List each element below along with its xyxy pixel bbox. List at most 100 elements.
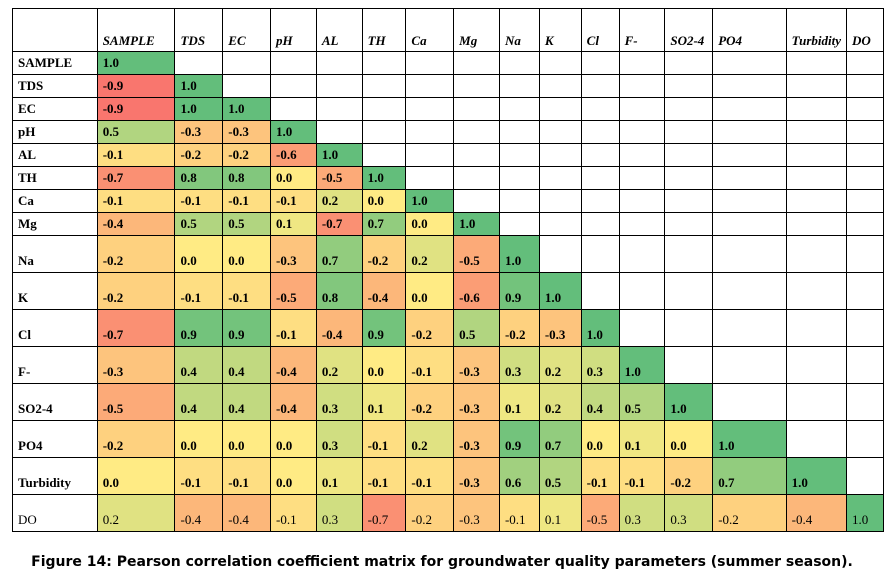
correlation-cell: 0.2 [538,346,582,384]
correlation-cell: -0.6 [453,272,500,310]
correlation-cell: 1.0 [498,235,540,273]
correlation-cell: 0.0 [270,420,317,458]
table-row: TH -0.7 0.8 0.8 0.0 -0.5 1.0 [12,166,884,190]
empty-cell [664,120,714,144]
empty-cell [664,346,714,384]
correlation-cell: 1.0 [846,494,884,532]
correlation-cell: -0.3 [453,420,500,458]
empty-cell [618,143,666,167]
row-header: EC [12,97,98,121]
empty-cell [846,143,884,167]
correlation-cell: 0.5 [222,212,272,236]
empty-cell [846,212,884,236]
correlation-cell: 0.0 [405,212,455,236]
correlation-cell: -0.5 [315,166,363,190]
correlation-cell: 1.0 [222,97,272,121]
empty-cell [580,143,620,167]
empty-cell [785,143,848,167]
empty-cell [580,166,620,190]
correlation-cell: -0.5 [96,383,176,421]
correlation-cell: -0.3 [96,346,176,384]
table-row: TDS -0.9 1.0 [12,74,884,98]
empty-cell [846,166,884,190]
empty-cell [580,272,620,310]
correlation-cell: -0.1 [618,457,666,495]
empty-cell [785,189,848,213]
correlation-cell: 0.1 [315,457,363,495]
correlation-cell: 0.9 [498,272,540,310]
correlation-cell: -0.4 [222,494,272,532]
empty-cell [270,74,317,98]
empty-cell [361,97,407,121]
empty-cell [538,235,582,273]
correlation-cell: 0.0 [270,166,317,190]
empty-cell [712,74,787,98]
empty-cell [538,212,582,236]
correlation-cell: 1.0 [538,272,582,310]
empty-cell [580,120,620,144]
empty-cell [664,235,714,273]
empty-cell [315,74,363,98]
correlation-cell: 0.0 [361,189,407,213]
correlation-cell: -0.1 [96,143,176,167]
correlation-cell: 0.0 [222,235,272,273]
correlation-cell: -0.2 [361,235,407,273]
empty-cell [618,166,666,190]
empty-cell [538,51,582,75]
empty-cell [618,272,666,310]
column-header: TH [361,8,407,52]
correlation-cell: -0.1 [270,189,317,213]
correlation-cell: 0.2 [405,420,455,458]
correlation-cell: -0.1 [405,457,455,495]
empty-cell [538,120,582,144]
correlation-cell: 0.4 [222,383,272,421]
correlation-cell: 0.9 [174,309,224,347]
correlation-cell: -0.5 [270,272,317,310]
empty-cell [846,97,884,121]
correlation-cell: 1.0 [453,212,500,236]
empty-cell [785,309,848,347]
correlation-cell: -0.7 [96,166,176,190]
correlation-cell: -0.5 [453,235,500,273]
correlation-cell: 0.5 [618,383,666,421]
correlation-cell: 1.0 [315,143,363,167]
table-row: Na -0.2 0.0 0.0 -0.3 0.7 -0.2 0.2 -0.5 1.0 [12,235,884,273]
correlation-cell: 0.5 [174,212,224,236]
empty-cell [580,97,620,121]
correlation-cell: -0.2 [96,272,176,310]
correlation-cell: 0.4 [580,383,620,421]
empty-cell [538,74,582,98]
column-header: AL [315,8,363,52]
empty-cell [712,383,787,421]
correlation-cell: 1.0 [618,346,666,384]
row-header: PO4 [12,420,98,458]
empty-cell [712,189,787,213]
empty-cell [618,120,666,144]
empty-cell [222,51,272,75]
correlation-cell: -0.1 [580,457,620,495]
correlation-cell: 0.0 [96,457,176,495]
correlation-cell: -0.1 [405,346,455,384]
empty-cell [580,189,620,213]
correlation-cell: -0.1 [270,309,317,347]
empty-cell [712,309,787,347]
empty-cell [361,51,407,75]
correlation-cell: 0.0 [222,420,272,458]
empty-cell [712,346,787,384]
header-row: SAMPLE TDS EC pH AL TH Ca Mg Na K Cl F- SO2-4 PO4 Turb… [12,8,884,52]
correlation-cell: 1.0 [712,420,787,458]
column-header: TDS [174,8,224,52]
empty-cell [174,51,224,75]
empty-cell [785,272,848,310]
correlation-cell: 1.0 [174,97,224,121]
table-row: PO4 -0.2 0.0 0.0 0.0 0.3 -0.1 0.2 -0.3 0.9 0.7 0.0 0… [12,420,884,458]
empty-cell [846,309,884,347]
column-header: pH [270,8,317,52]
row-header: SO2-4 [12,383,98,421]
column-header: Mg [453,8,500,52]
empty-cell [785,212,848,236]
correlation-cell: -0.1 [222,189,272,213]
row-header: Turbidity [12,457,98,495]
empty-cell [785,74,848,98]
empty-cell [453,74,500,98]
